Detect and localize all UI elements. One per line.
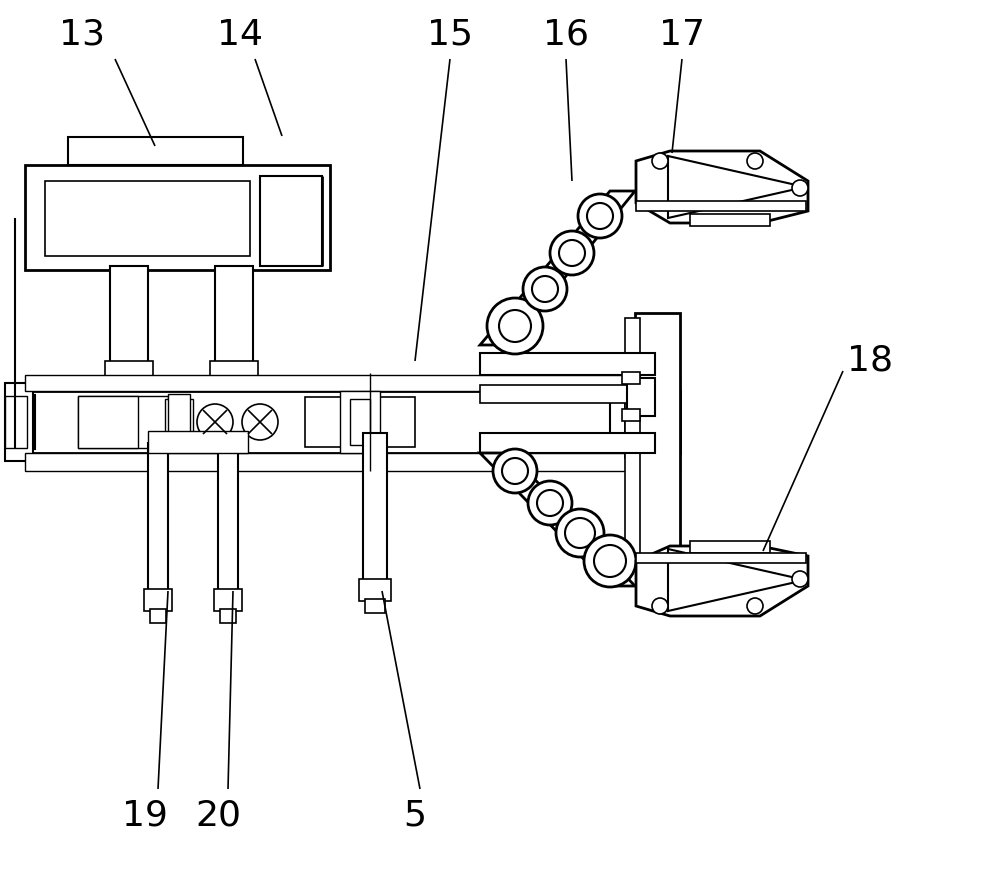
Bar [480,385,655,403]
Circle shape [633,400,677,444]
Bar [214,589,242,611]
Bar [148,443,168,591]
Circle shape [584,535,636,587]
Bar [363,433,387,581]
Bar [15,395,35,449]
Circle shape [792,571,808,587]
Circle shape [652,598,668,614]
Text: 18: 18 [847,344,893,378]
Bar [690,541,770,553]
Bar [480,353,655,375]
Text: 20: 20 [195,799,241,833]
Circle shape [747,153,763,169]
Polygon shape [480,453,635,586]
Bar [25,375,680,391]
Polygon shape [480,191,635,345]
Circle shape [528,481,572,525]
Circle shape [559,240,585,266]
Circle shape [587,203,613,229]
Text: 13: 13 [59,18,105,52]
Bar [635,313,680,561]
Circle shape [641,408,669,436]
Bar [218,443,238,591]
Circle shape [242,404,278,440]
Bar [25,453,680,471]
Bar [148,431,248,453]
Bar [690,214,770,226]
Circle shape [792,180,808,196]
Bar [215,266,253,451]
Text: 19: 19 [122,799,168,833]
Bar [305,397,415,447]
Circle shape [487,298,543,354]
Circle shape [493,449,537,493]
Bar [636,553,806,563]
Bar [627,378,655,416]
Bar [625,386,665,458]
Bar [210,361,258,396]
Bar [25,165,330,270]
Text: 17: 17 [659,18,705,52]
Bar [610,394,665,450]
Bar [220,609,236,623]
Circle shape [594,545,626,577]
Bar [25,391,680,453]
Bar [365,599,385,613]
Bar [5,396,27,448]
Bar [105,361,153,396]
Circle shape [499,310,531,342]
Bar [78,396,138,448]
Bar [622,409,640,421]
Circle shape [578,194,622,238]
Text: 5: 5 [404,799,426,833]
Text: 16: 16 [543,18,589,52]
Bar [68,137,243,165]
Bar [150,609,166,623]
Bar [625,318,640,556]
Bar [168,394,190,450]
Circle shape [523,267,567,311]
Polygon shape [668,549,805,611]
Bar [110,266,148,451]
Circle shape [652,153,668,169]
Bar [165,399,193,445]
Circle shape [502,458,528,484]
Bar [480,433,655,453]
Circle shape [197,404,233,440]
Polygon shape [668,156,805,218]
Bar [350,399,370,445]
Bar [260,176,322,266]
Bar [636,201,806,211]
Polygon shape [636,151,808,223]
Bar [359,579,391,601]
Circle shape [565,518,595,548]
Bar [78,396,168,448]
Bar [340,391,380,453]
Bar [45,181,250,256]
Circle shape [550,231,594,275]
Circle shape [532,276,558,302]
Bar [5,383,33,461]
Circle shape [537,490,563,516]
Bar [144,589,172,611]
Bar [622,372,640,384]
Text: 15: 15 [427,18,473,52]
Circle shape [747,598,763,614]
Text: 14: 14 [217,18,263,52]
Polygon shape [636,546,808,616]
Circle shape [556,509,604,557]
